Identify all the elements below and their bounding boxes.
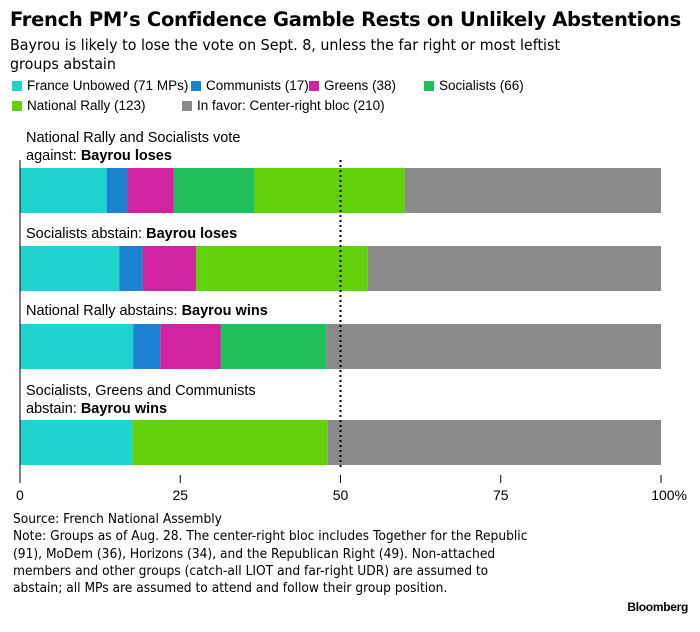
scenario-outcome: Bayrou wins xyxy=(80,401,168,417)
bar-segment-france-unbowed xyxy=(20,420,133,465)
legend-item-communists: Communists (17) xyxy=(191,78,309,93)
scenario-label-2: Socialists abstain: Bayrou loses xyxy=(26,225,237,243)
legend-swatch xyxy=(182,101,192,111)
bar-segment-communists xyxy=(119,246,143,291)
note-text: Note: Groups as of Aug. 28. The center-r… xyxy=(13,529,528,597)
bar-segment-greens xyxy=(127,168,174,213)
scenario-outcome: Bayrou loses xyxy=(146,226,238,242)
legend-label: Communists (17) xyxy=(206,78,309,93)
bar-segment-center-right-bloc xyxy=(327,420,661,465)
source-text: Source: French National Assembly xyxy=(13,512,222,527)
bar-segment-socialists xyxy=(173,168,255,213)
bar-segment-center-right-bloc xyxy=(404,168,661,213)
legend-label: Greens (38) xyxy=(324,78,397,93)
bar-segment-france-unbowed xyxy=(20,324,134,369)
legend-swatch xyxy=(309,81,319,91)
legend-item-center-right: In favor: Center-right bloc (210) xyxy=(182,98,385,113)
bar-segment-national-rally xyxy=(195,246,368,291)
legend-label: France Unbowed (71 MPs) xyxy=(27,78,189,93)
bar-segment-communists xyxy=(106,168,128,213)
x-tick-label: 100% xyxy=(651,487,687,503)
legend-swatch xyxy=(424,81,434,91)
bar-segment-national-rally xyxy=(254,168,405,213)
scenario-outcome: Bayrou loses xyxy=(80,148,172,164)
scenario-label-1: National Rally and Socialists vote again… xyxy=(26,129,266,165)
legend-swatch xyxy=(191,81,201,91)
legend-label: In favor: Center-right bloc (210) xyxy=(197,98,385,113)
chart-title: French PM’s Confidence Gamble Rests on U… xyxy=(10,8,681,31)
bar-segment-center-right-bloc xyxy=(326,324,661,369)
bar-segment-greens xyxy=(142,246,196,291)
legend-label: National Rally (123) xyxy=(27,98,146,113)
scenario-label-4: Socialists, Greens and Communists abstai… xyxy=(26,382,296,418)
chart-subtitle: Bayrou is likely to lose the vote on Sep… xyxy=(10,36,561,73)
x-tick-label: 50 xyxy=(333,487,349,503)
x-tick-label: 0 xyxy=(16,487,24,503)
x-tick-label: 75 xyxy=(493,487,509,503)
bar-segment-national-rally xyxy=(132,420,328,465)
legend-swatch xyxy=(12,101,22,111)
bar-segment-socialists xyxy=(220,324,327,369)
legend-item-france-unbowed: France Unbowed (71 MPs) xyxy=(12,78,188,93)
bar-segment-communists xyxy=(133,324,161,369)
notes: Source: French National Assembly Note: G… xyxy=(13,511,534,597)
bar-segment-france-unbowed xyxy=(20,246,120,291)
legend-item-socialists: Socialists (66) xyxy=(424,78,524,93)
x-tick-label: 25 xyxy=(172,487,188,503)
scenario-label-3: National Rally abstains: Bayrou wins xyxy=(26,302,268,320)
scenario-outcome: Bayrou wins xyxy=(181,303,268,319)
legend-swatch xyxy=(12,81,22,91)
bar-segment-france-unbowed xyxy=(20,168,107,213)
bar-segment-greens xyxy=(160,324,221,369)
scenario-text: National Rally abstains: xyxy=(26,303,182,319)
scenario-text: Socialists abstain: xyxy=(26,226,147,242)
legend-item-greens: Greens (38) xyxy=(309,78,396,93)
legend-label: Socialists (66) xyxy=(439,78,524,93)
bar-segment-center-right-bloc xyxy=(367,246,661,291)
bloomberg-logo: Bloomberg xyxy=(627,600,688,614)
legend-item-national-rally: National Rally (123) xyxy=(12,98,146,113)
scenario-text: National Rally and Socialists vote again… xyxy=(26,130,241,164)
scenario-text: Socialists, Greens and Communists abstai… xyxy=(26,383,256,417)
